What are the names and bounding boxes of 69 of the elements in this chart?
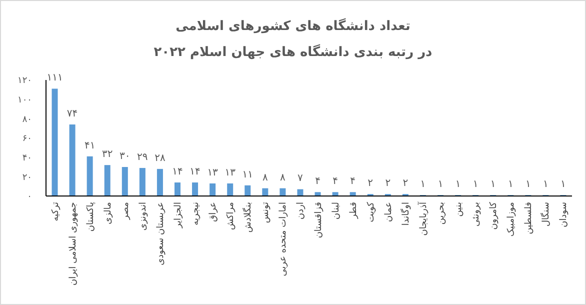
y-tick-label: ۸۰ <box>22 114 32 125</box>
x-tick-label: اندونزی <box>138 202 148 231</box>
data-label: ۸ <box>262 172 268 184</box>
x-tick-label: اوگاندا <box>399 202 412 226</box>
x-tick-label: لبنان <box>331 202 342 220</box>
x-tick-label: عمان <box>384 202 394 222</box>
x-tick-label: قطر <box>348 202 359 220</box>
x-tick-label: جمهوری اسلامی ایران <box>68 202 78 286</box>
data-label: ۷۴ <box>66 108 78 120</box>
x-tick-label: برونئی <box>472 202 482 227</box>
data-label: ۱۱ <box>242 169 254 180</box>
x-tick-label: الجزایر <box>174 202 184 229</box>
x-tick-label: ترکیه <box>50 202 61 222</box>
data-label: ۱ <box>420 179 426 190</box>
data-label: ۸ <box>280 172 286 184</box>
data-label: ۱ <box>508 179 514 190</box>
data-label: ۲۹ <box>137 152 148 163</box>
chart-title: تعداد دانشگاه های کشورهای اسلامی <box>176 18 410 34</box>
x-tick-label: موزامبیک <box>506 202 517 237</box>
data-label: ۳۰ <box>120 151 130 162</box>
data-label: ۱ <box>525 179 531 190</box>
x-tick-label: پاکستان <box>86 202 96 232</box>
y-tick-label: ۴۰ <box>22 153 32 164</box>
data-label: ۱ <box>490 179 496 190</box>
data-label: ۴۱ <box>84 140 96 152</box>
x-tick-label: بحرین <box>436 202 446 225</box>
data-label: ۱۴ <box>172 166 183 178</box>
y-tick-label: ۱۲۰ <box>17 76 32 86</box>
data-label: ۱ <box>438 179 444 190</box>
data-label: ۱ <box>455 179 461 190</box>
y-tick-label: ۰ <box>27 192 32 202</box>
x-tick-label: کویت <box>366 201 376 222</box>
x-tick-label: فلسطین <box>524 202 534 234</box>
data-label: ۱۳ <box>224 167 236 178</box>
data-label: ۱ <box>472 179 478 190</box>
x-tick-label: تونس <box>261 202 272 224</box>
x-tick-label: مراکش <box>226 202 236 230</box>
data-label: ۲ <box>402 178 408 190</box>
data-label: ۱۴ <box>190 166 200 178</box>
data-label: ۱ <box>560 179 566 190</box>
x-tick-label: مصر <box>120 202 131 221</box>
y-tick-label: ۲۰ <box>22 172 32 183</box>
x-tick-label: مالزی <box>103 202 114 224</box>
x-tick-label: قزاقستان <box>314 202 324 238</box>
data-label: ۴ <box>350 176 356 188</box>
x-tick-label: نیجریه <box>191 202 202 226</box>
data-label: ۱۳ <box>207 167 219 178</box>
y-tick-label: ۱۰۰ <box>17 95 32 106</box>
chart-subtitle: در رتبه بندی دانشگاه های جهان اسلام ۲۰۲۲ <box>154 44 433 60</box>
y-tick-label: ۶۰ <box>22 134 32 144</box>
data-label: ۳۲ <box>102 149 113 160</box>
x-tick-label: بنین <box>454 202 464 217</box>
x-tick-label: امارات متحده عربی <box>278 202 289 276</box>
data-label: ۷ <box>298 173 304 184</box>
data-label: ۲ <box>368 178 374 190</box>
x-tick-label: عراق <box>208 202 219 222</box>
data-label: ۴ <box>332 176 338 188</box>
data-label: ۲۸ <box>154 152 166 164</box>
x-tick-label: سودان <box>559 202 570 228</box>
data-label: ۲ <box>385 178 391 190</box>
x-tick-label: عربستان سعودی <box>156 202 166 266</box>
data-label: ۱ <box>543 179 548 190</box>
x-tick-label: اردن <box>296 202 306 220</box>
data-label: ۱۱۱ <box>46 72 63 84</box>
data-label: ۴ <box>315 176 320 188</box>
x-tick-label: کامرون <box>489 201 500 230</box>
x-tick-label: آذربایجان <box>416 202 429 236</box>
x-tick-label: سنگال <box>540 202 552 227</box>
x-tick-label: بنگلادش <box>242 202 254 233</box>
